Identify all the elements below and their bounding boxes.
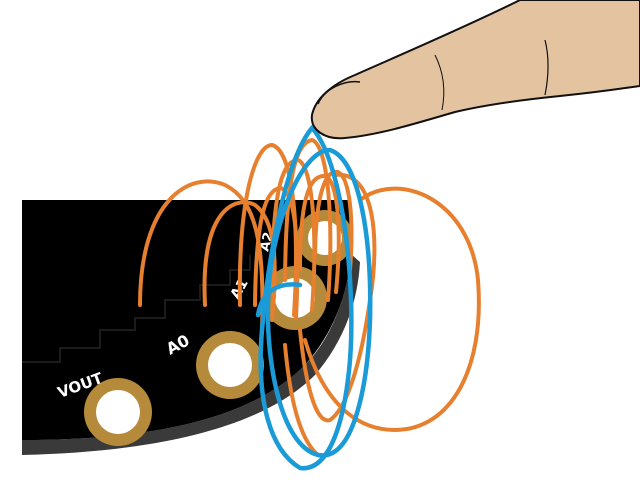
field-lines-blue: [255, 124, 373, 471]
field-lines-orange: [138, 137, 481, 457]
pad-hole: [208, 343, 252, 387]
finger-icon: [310, 0, 640, 140]
field-loop: [303, 186, 481, 433]
field-loop-blue: [255, 282, 303, 318]
field-loop: [298, 172, 377, 423]
field-loop: [138, 179, 265, 332]
field-loop-blue: [265, 147, 373, 458]
knuckle-crease: [434, 54, 445, 111]
board-cutout: [22, 255, 251, 363]
circuit-board: VOUT A0 A1 A2: [22, 200, 360, 455]
fingernail: [317, 80, 361, 105]
finger-shape: [310, 0, 640, 140]
field-loop: [298, 173, 341, 294]
field-loop: [283, 343, 320, 457]
field-loop: [313, 169, 354, 272]
field-loop: [202, 200, 277, 322]
pad-hole: [96, 390, 140, 434]
finger-crease: [544, 39, 549, 96]
